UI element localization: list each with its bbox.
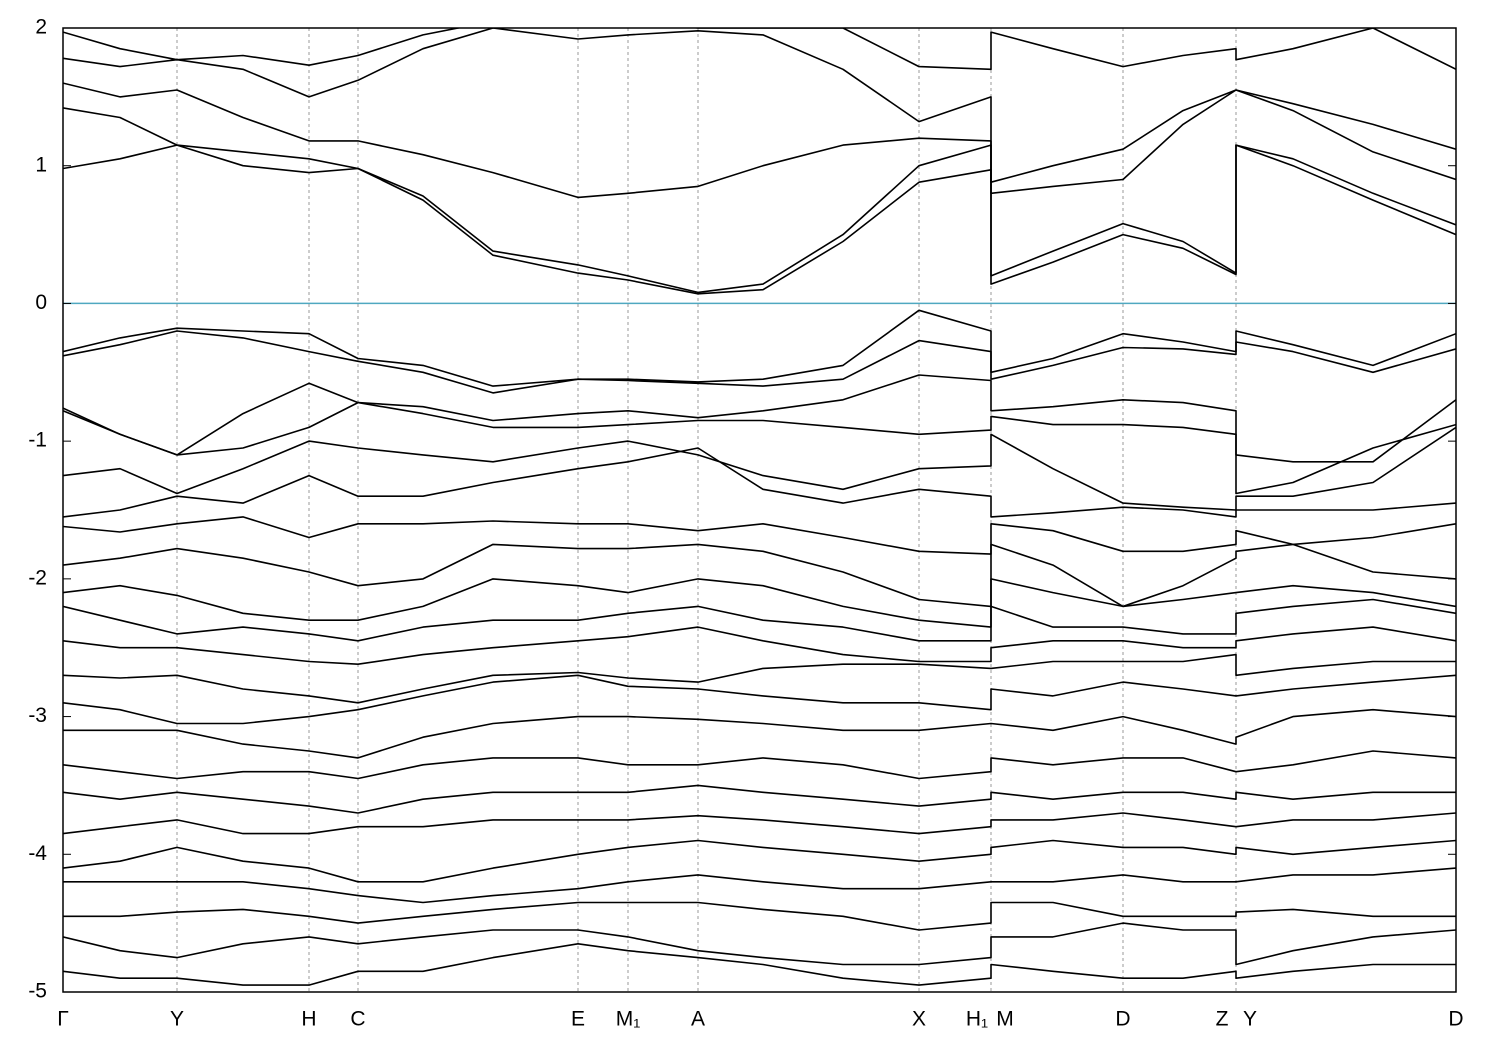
plot-area xyxy=(63,28,1456,992)
y-tick-label: 0 xyxy=(35,291,47,314)
band xyxy=(63,578,1456,628)
band xyxy=(63,653,1456,704)
band xyxy=(63,401,1456,495)
band xyxy=(63,28,1456,183)
y-tick-label: -2 xyxy=(28,566,47,589)
band xyxy=(63,674,1456,725)
y-tick-label: 1 xyxy=(35,153,47,176)
band xyxy=(63,107,1456,294)
band xyxy=(63,784,1456,814)
x-tick-label: M xyxy=(996,1008,1014,1031)
band xyxy=(63,839,1456,883)
x-tick-label: A xyxy=(691,1008,705,1031)
x-tick-label: E xyxy=(571,1008,585,1031)
x-tick-label: H xyxy=(301,1008,316,1031)
x-tick-label: X xyxy=(912,1008,926,1031)
band xyxy=(63,750,1456,780)
band xyxy=(63,708,1456,759)
band xyxy=(63,867,1456,904)
band xyxy=(63,447,1456,518)
y-tick-label: -3 xyxy=(28,704,47,727)
x-tick-label: M₁ xyxy=(616,1008,641,1031)
y-tick-label: -5 xyxy=(28,980,47,1003)
x-tick-label: C xyxy=(350,1008,365,1031)
y-tick-label: 2 xyxy=(35,16,47,39)
y-tick-label: -1 xyxy=(28,429,47,452)
band xyxy=(63,82,1456,199)
x-tick-label: H₁ xyxy=(966,1008,988,1031)
frame xyxy=(62,27,1457,993)
band xyxy=(63,812,1456,835)
x-tick-label: D xyxy=(1115,1008,1130,1031)
x-tick-label: Γ xyxy=(57,1008,69,1031)
band xyxy=(63,922,1456,966)
band xyxy=(63,28,1456,71)
x-tick-label: D xyxy=(1448,1008,1463,1031)
x-tick-label: Z xyxy=(1216,1008,1229,1031)
band xyxy=(63,516,1456,555)
band xyxy=(63,598,1456,642)
y-tick-label: -4 xyxy=(28,842,47,865)
x-tick-label: Y xyxy=(1243,1008,1257,1031)
band xyxy=(63,626,1456,665)
band xyxy=(63,330,1456,394)
band xyxy=(63,901,1456,931)
band xyxy=(63,543,1456,608)
x-tick-label: Y xyxy=(170,1008,184,1031)
band xyxy=(63,943,1456,986)
band xyxy=(63,426,1456,511)
band xyxy=(63,374,1456,463)
